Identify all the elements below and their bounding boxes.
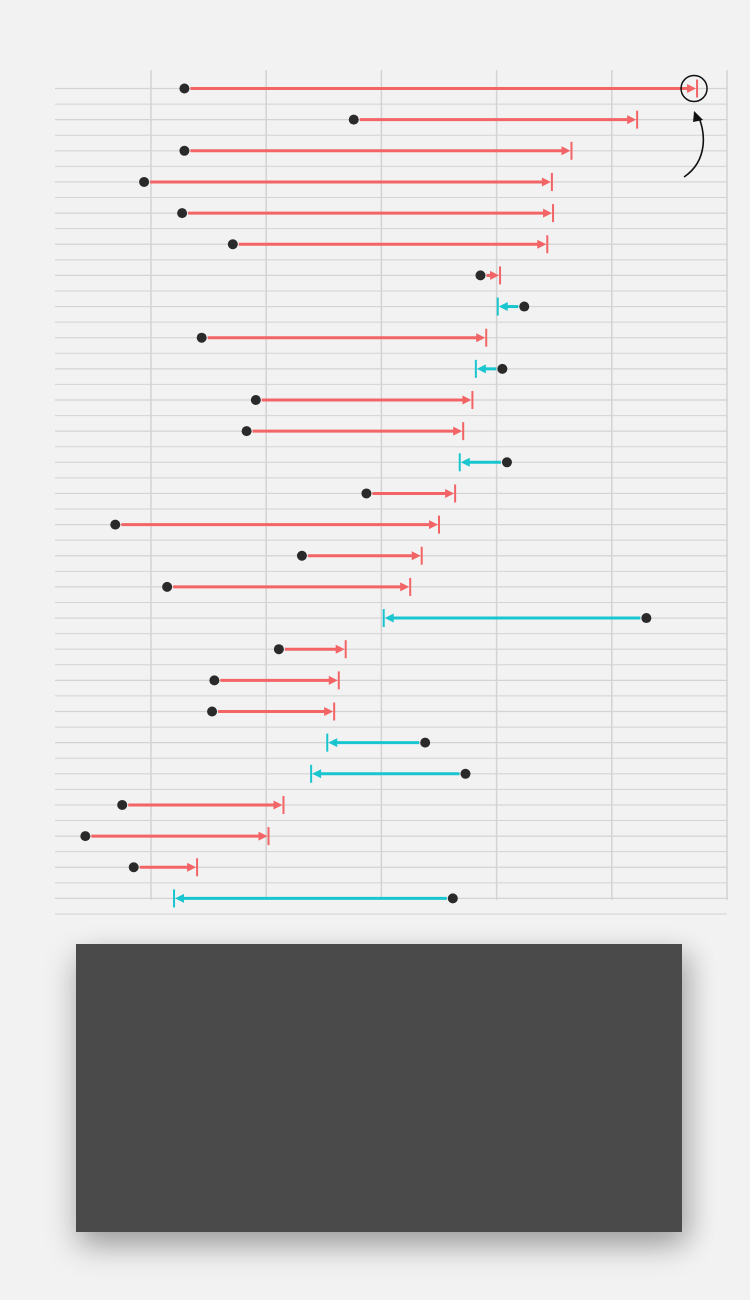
marks-layer xyxy=(80,79,699,908)
arrow-head xyxy=(445,488,455,498)
arrow-head xyxy=(561,146,571,156)
increase-arrow xyxy=(179,141,573,160)
start-dot xyxy=(139,176,150,187)
increase-arrow xyxy=(117,795,285,814)
arrow-head xyxy=(462,395,472,405)
increase-arrow xyxy=(475,266,502,285)
start-dot xyxy=(273,644,284,655)
annotation-arrowhead xyxy=(693,111,704,122)
highlight-circle xyxy=(680,74,708,103)
start-dot xyxy=(420,737,431,748)
arrow-head xyxy=(476,333,486,343)
arrow-head xyxy=(541,177,551,187)
arrow-head xyxy=(627,115,637,125)
increase-arrow xyxy=(162,577,412,596)
increase-arrow xyxy=(80,827,270,846)
start-dot xyxy=(110,519,121,530)
arrow-head xyxy=(411,551,421,561)
start-dot xyxy=(447,893,458,904)
arrow-head xyxy=(258,831,268,841)
increase-arrow xyxy=(179,79,699,98)
arrow-head xyxy=(476,364,486,374)
arrow-head xyxy=(400,582,410,592)
dumbbell-chart xyxy=(55,70,728,915)
increase-arrow xyxy=(296,546,423,565)
start-dot xyxy=(296,550,307,561)
start-dot xyxy=(80,831,91,842)
arrow-head xyxy=(273,800,283,810)
start-dot xyxy=(241,426,252,437)
start-dot xyxy=(179,145,190,156)
increase-arrow xyxy=(250,391,474,409)
increase-arrow xyxy=(128,858,199,877)
increase-arrow xyxy=(207,702,336,721)
start-dot xyxy=(128,862,139,873)
increase-arrow xyxy=(273,640,347,659)
arrow-head xyxy=(328,738,338,748)
start-dot xyxy=(117,799,128,810)
arrow-head xyxy=(498,302,508,312)
arrow-head xyxy=(328,675,338,685)
arrow-head xyxy=(312,769,322,779)
decrease-arrow xyxy=(474,359,508,378)
start-dot xyxy=(177,208,188,219)
decrease-arrow xyxy=(310,764,471,783)
start-dot xyxy=(179,83,190,94)
arrow-head xyxy=(537,239,547,249)
arrow-head xyxy=(175,893,185,903)
start-dot xyxy=(519,301,530,312)
increase-arrow xyxy=(139,172,553,191)
arrow-head xyxy=(324,707,334,716)
increase-arrow xyxy=(209,671,340,690)
increase-arrow xyxy=(196,328,488,347)
arrow-head xyxy=(543,208,553,218)
start-dot xyxy=(641,613,652,624)
start-dot xyxy=(475,270,486,281)
start-dot xyxy=(361,488,372,499)
arrow-head xyxy=(335,644,345,654)
start-dot xyxy=(196,332,207,343)
decrease-arrow xyxy=(496,297,530,316)
decrease-arrow xyxy=(458,453,512,472)
arrow-head xyxy=(687,84,697,93)
start-dot xyxy=(227,239,238,250)
arrow-head xyxy=(453,426,463,436)
start-dot xyxy=(207,706,218,717)
increase-arrow xyxy=(227,235,549,254)
start-dot xyxy=(348,114,359,125)
start-dot xyxy=(501,457,512,468)
start-dot xyxy=(460,768,471,779)
increase-arrow xyxy=(361,484,457,503)
dark-panel xyxy=(76,944,682,1232)
increase-arrow xyxy=(241,422,465,441)
arrow-head xyxy=(429,520,438,530)
start-dot xyxy=(497,363,508,374)
decrease-arrow xyxy=(173,889,458,908)
arrow-head xyxy=(384,613,394,623)
start-dot xyxy=(209,675,220,686)
decrease-arrow xyxy=(382,609,652,628)
increase-arrow xyxy=(110,515,440,534)
decrease-arrow xyxy=(326,733,431,752)
start-dot xyxy=(250,395,261,405)
start-dot xyxy=(162,581,173,592)
increase-arrow xyxy=(177,204,555,223)
annotation-arrow xyxy=(683,115,705,178)
increase-arrow xyxy=(348,110,639,129)
arrow-head xyxy=(187,862,197,872)
grid-layer xyxy=(55,70,728,915)
annotation-layer xyxy=(680,74,708,178)
arrow-head xyxy=(460,457,470,467)
arrow-head xyxy=(490,270,500,280)
